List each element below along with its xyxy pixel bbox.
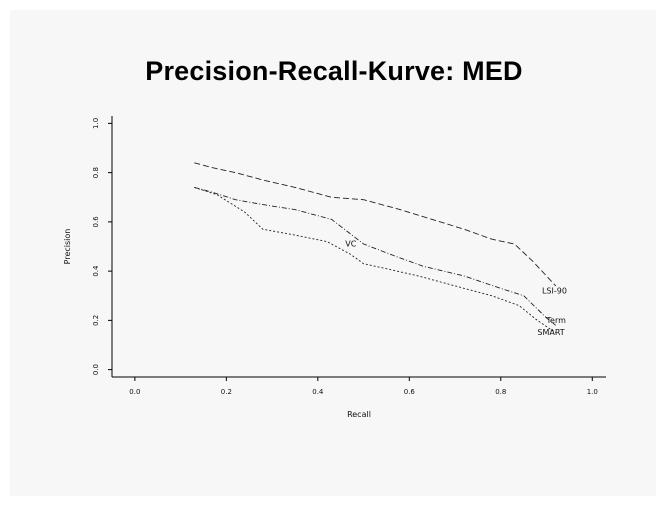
y-tick-label: 0.6: [92, 216, 100, 228]
slide-title: Precision-Recall-Kurve: MED: [145, 56, 523, 86]
series-line-term: [194, 186, 556, 326]
series-line-smart: [194, 186, 556, 334]
y-tick-label: 0.2: [92, 315, 100, 326]
chart-series: [194, 162, 557, 334]
x-tick-label: 0.8: [495, 388, 506, 396]
x-tick-label: 0.0: [129, 388, 140, 396]
x-tick-label: 1.0: [587, 388, 598, 396]
x-tick-label: 0.2: [221, 388, 232, 396]
series-annotation: SMART: [537, 328, 564, 337]
y-axis-label: Precision: [63, 229, 72, 265]
chart-annotations: VC LSI-90 Term SMART: [345, 240, 567, 338]
series-annotation: VC: [345, 240, 356, 249]
chart-axes: 0.0 0.2 0.4 0.6 0.8 1.0 0.0 0.2 0.4 0.6 0.8 1.0: [92, 116, 606, 396]
series-annotation: Term: [546, 316, 567, 325]
y-tick-label: 0.0: [92, 364, 100, 375]
series-annotation: LSI-90: [542, 286, 567, 295]
y-tick-label: 0.8: [92, 167, 100, 178]
y-tick-label: 1.0: [92, 118, 100, 129]
x-tick-label: 0.6: [404, 388, 416, 396]
x-tick-label: 0.4: [312, 388, 324, 396]
x-axis-label: Recall: [347, 410, 371, 419]
y-tick-label: 0.4: [92, 265, 100, 277]
slide-background: [10, 10, 656, 496]
series-line-lsi-90: [194, 162, 557, 287]
